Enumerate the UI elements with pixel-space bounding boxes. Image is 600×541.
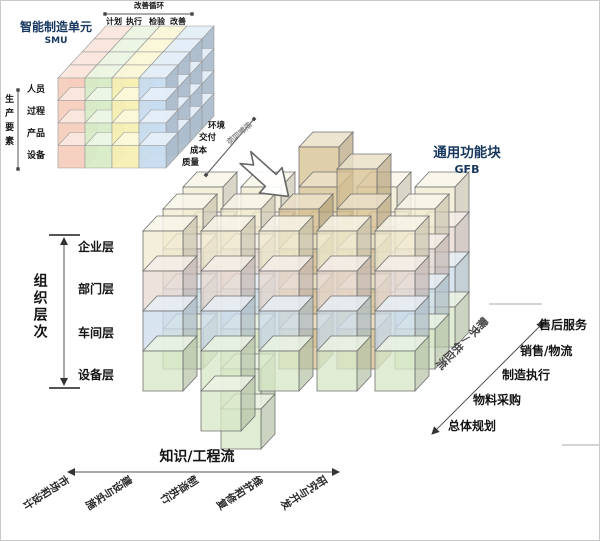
smu-top-item-do: 执行: [126, 17, 142, 26]
gfb-right-item-mfg-execution: 制造执行: [502, 368, 551, 382]
smu-left-item-equipment: 设备: [27, 151, 46, 161]
gfb-org-item-enterprise: 企业层: [78, 240, 115, 254]
smu-right-item-delivery: 交付: [199, 133, 217, 143]
gfb-bottom-axis-label: 知识/工程流: [159, 449, 235, 465]
gfb-right-item-sales-logistics: 销售/物流: [520, 344, 573, 358]
smu-right-item-environment: 环境: [208, 121, 226, 131]
smu-left-axis-label: 生产要素: [3, 94, 14, 150]
smu-cube-lattice: [57, 25, 215, 169]
gfb-org-axis-label: 组织层次: [31, 273, 48, 341]
gfb-org-item-device: 设备层: [78, 368, 115, 382]
smu-subtitle: SMU: [44, 36, 68, 46]
gfb-right-item-procurement: 物料采购: [473, 393, 522, 407]
smu-left-item-personnel: 人员: [27, 85, 46, 95]
gfb-right-item-aftersales: 售后服务: [539, 318, 588, 332]
smu-title: 智能制造单元: [19, 20, 92, 34]
smu-top-item-check: 检验: [149, 17, 165, 26]
gfb-org-item-department: 部门层: [78, 282, 115, 296]
gfb-right-item-overall-plan: 总体规划: [448, 419, 497, 433]
smu-top-axis-label: 改善循环: [134, 1, 164, 10]
gfb-title: 通用功能块: [433, 145, 501, 161]
gfb-right-axis-line: [431, 321, 545, 435]
smu-left-item-process: 过程: [27, 107, 46, 117]
smu-right-item-cost: 成本: [190, 146, 208, 156]
axis-lines: [16, 12, 599, 476]
smu-left-item-product: 产品: [27, 129, 46, 139]
smu-right-axis-line: [203, 116, 257, 178]
transform-arrow-icon: [239, 150, 290, 198]
gfb-cube-lattice: [142, 130, 470, 451]
smu-right-item-quality: 质量: [182, 158, 200, 168]
gfb-org-item-workshop: 车间层: [78, 326, 115, 340]
smu-top-item-plan: 计划: [106, 17, 122, 26]
smu-top-item-improve: 改善: [170, 17, 186, 26]
gfb-subtitle: GFB: [454, 163, 480, 176]
